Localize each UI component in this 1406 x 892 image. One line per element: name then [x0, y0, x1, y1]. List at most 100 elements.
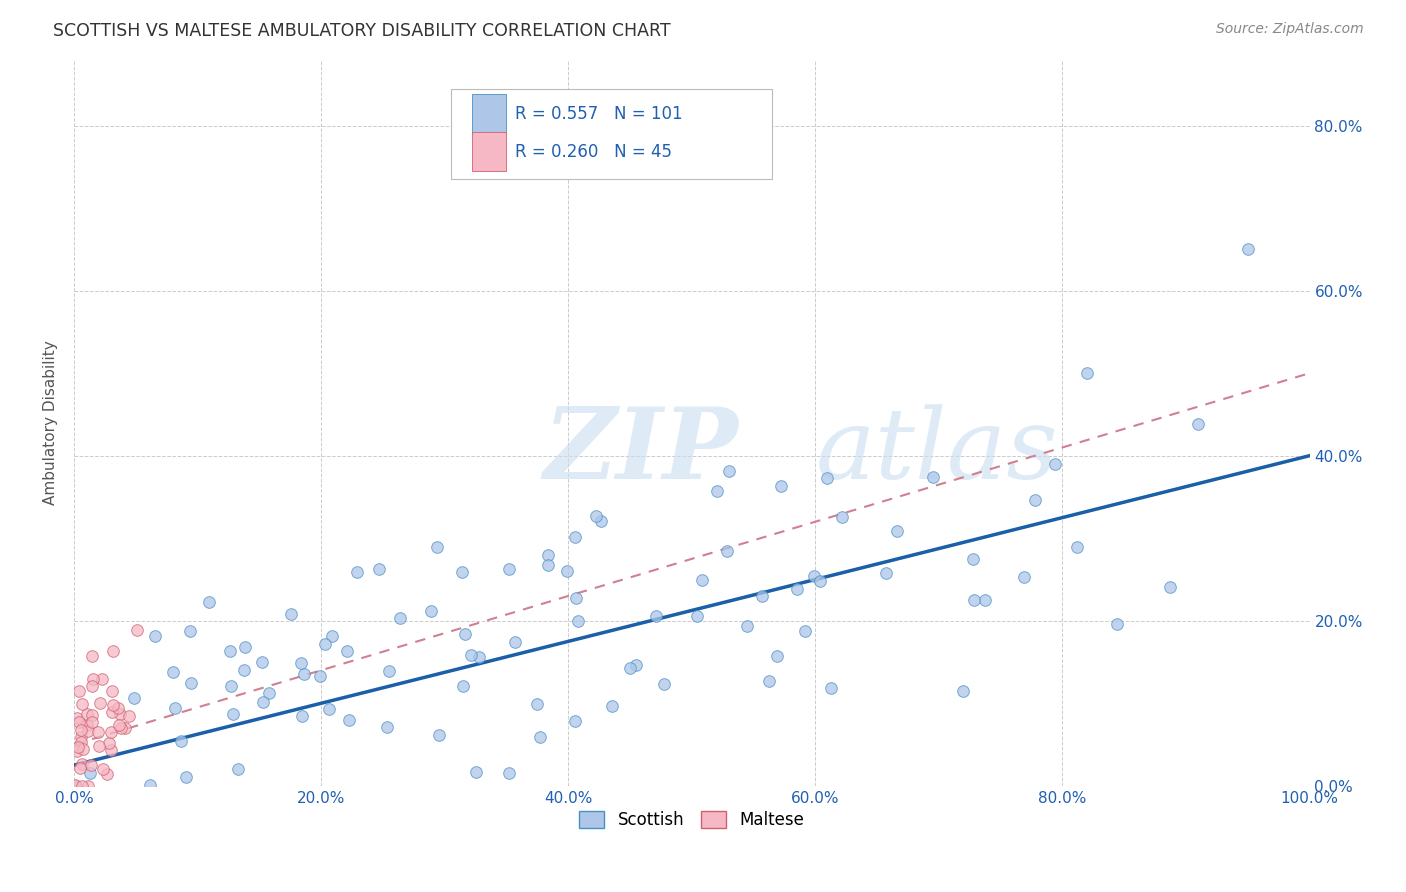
- Point: [65, 779, 87, 793]
- Point: [1066, 540, 1088, 554]
- Point: [89, 697, 111, 711]
- Text: R = 0.260   N = 45: R = 0.260 N = 45: [515, 143, 672, 161]
- Point: [86, 725, 108, 739]
- Point: [91, 762, 114, 776]
- Point: [233, 663, 256, 677]
- Point: [101, 683, 124, 698]
- Point: [537, 558, 560, 573]
- Point: [567, 615, 589, 629]
- Point: [72, 779, 94, 793]
- Point: [1012, 570, 1035, 584]
- Point: [139, 778, 162, 792]
- Point: [321, 629, 343, 643]
- Point: [526, 697, 548, 711]
- Point: [127, 624, 149, 638]
- Point: [766, 648, 789, 663]
- Point: [77, 779, 100, 793]
- Point: [82, 672, 104, 686]
- Point: [292, 666, 315, 681]
- Point: [100, 743, 122, 757]
- Point: [219, 644, 242, 658]
- Point: [70, 730, 93, 744]
- Point: [252, 694, 274, 708]
- Point: [165, 700, 187, 714]
- Point: [1076, 366, 1098, 380]
- Point: [80, 715, 103, 730]
- Legend: Scottish, Maltese: Scottish, Maltese: [572, 804, 811, 836]
- Y-axis label: Ambulatory Disability: Ambulatory Disability: [44, 341, 58, 505]
- Point: [76, 707, 98, 722]
- Point: [98, 736, 121, 750]
- Point: [460, 648, 482, 662]
- Point: [564, 530, 586, 544]
- Point: [101, 644, 124, 658]
- Point: [717, 464, 740, 478]
- Point: [72, 757, 94, 772]
- Point: [69, 761, 91, 775]
- Point: [288, 795, 311, 809]
- Point: [1187, 417, 1209, 431]
- Point: [108, 718, 131, 732]
- Point: [90, 672, 112, 686]
- Point: [80, 648, 103, 663]
- Point: [76, 718, 98, 732]
- Point: [420, 604, 443, 618]
- Point: [831, 510, 853, 524]
- Point: [128, 791, 150, 805]
- Point: [143, 629, 166, 643]
- Point: [564, 591, 586, 605]
- FancyBboxPatch shape: [472, 132, 506, 171]
- Point: [952, 683, 974, 698]
- Point: [529, 730, 551, 744]
- Point: [619, 661, 641, 675]
- Text: atlas: atlas: [815, 404, 1059, 500]
- Point: [70, 723, 93, 737]
- Point: [465, 764, 488, 779]
- Point: [564, 714, 586, 728]
- Point: [875, 566, 897, 580]
- Point: [79, 765, 101, 780]
- Point: [235, 640, 257, 654]
- Point: [346, 565, 368, 579]
- Text: ZIP: ZIP: [544, 403, 738, 500]
- Point: [66, 711, 89, 725]
- Point: [337, 713, 360, 727]
- Point: [751, 590, 773, 604]
- Point: [454, 627, 477, 641]
- Point: [76, 724, 98, 739]
- Point: [67, 740, 90, 755]
- Point: [468, 649, 491, 664]
- Point: [122, 690, 145, 705]
- Point: [690, 573, 713, 587]
- Point: [770, 479, 793, 493]
- Point: [80, 708, 103, 723]
- Point: [79, 758, 101, 772]
- Point: [368, 562, 391, 576]
- Point: [246, 795, 269, 809]
- Point: [815, 470, 838, 484]
- Point: [886, 524, 908, 538]
- Point: [453, 679, 475, 693]
- Point: [174, 770, 197, 784]
- Point: [716, 543, 738, 558]
- Point: [336, 644, 359, 658]
- Point: [735, 619, 758, 633]
- Point: [170, 734, 193, 748]
- Point: [309, 668, 332, 682]
- Point: [180, 675, 202, 690]
- Point: [259, 686, 281, 700]
- Point: [498, 562, 520, 576]
- Point: [451, 565, 474, 579]
- Point: [758, 673, 780, 688]
- FancyBboxPatch shape: [451, 88, 772, 179]
- Point: [67, 714, 90, 729]
- Point: [67, 684, 90, 698]
- Point: [555, 564, 578, 578]
- Point: [962, 552, 984, 566]
- Point: [426, 541, 449, 555]
- Point: [498, 766, 520, 780]
- Point: [786, 582, 808, 596]
- Point: [389, 611, 412, 625]
- Point: [922, 469, 945, 483]
- Point: [110, 721, 132, 735]
